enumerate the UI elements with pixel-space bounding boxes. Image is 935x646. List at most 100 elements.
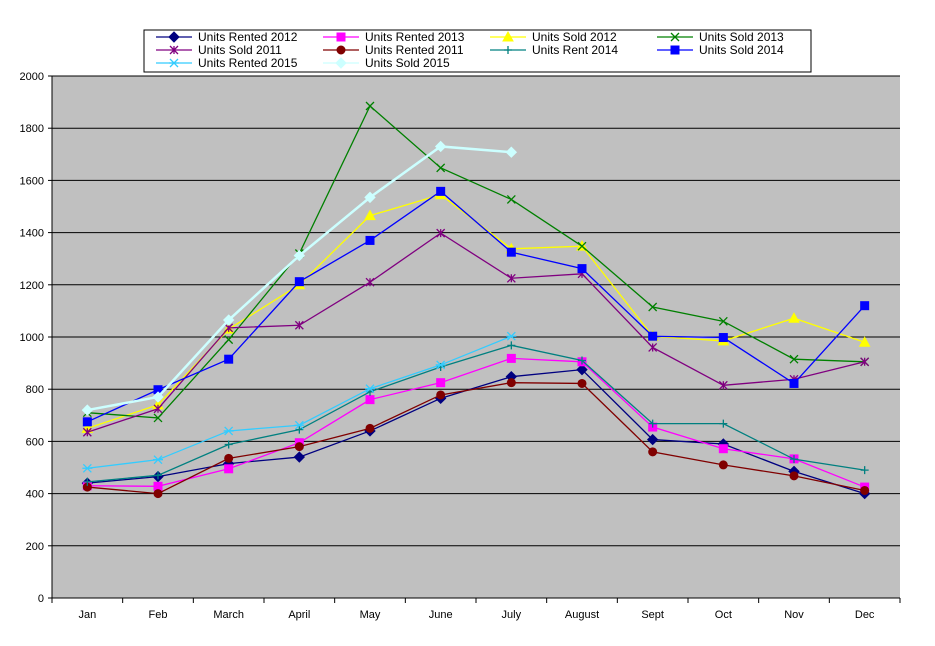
- data-point: [648, 447, 658, 457]
- y-tick-label: 1000: [20, 332, 44, 344]
- legend-box: [143, 29, 812, 73]
- data-point: [506, 247, 516, 257]
- x-tick-label: Feb: [149, 609, 168, 621]
- data-point: [506, 353, 516, 363]
- data-point: [364, 209, 376, 221]
- data-point: [578, 356, 586, 365]
- y-tick-label: 1400: [20, 228, 44, 240]
- data-point: [718, 444, 728, 454]
- data-point: [506, 273, 516, 283]
- data-point: [82, 463, 93, 473]
- data-point: [435, 360, 446, 370]
- legend-item: Units Sold 2014: [657, 43, 784, 57]
- data-point: [153, 481, 163, 491]
- data-point: [294, 442, 304, 452]
- y-tick-label: 2000: [20, 71, 44, 83]
- data-point: [152, 391, 164, 403]
- axes: 0 200 400 600 800 1000 1200 1400 1600 1800 2000 Jan…: [20, 71, 901, 621]
- y-tick-label: 1600: [20, 175, 44, 187]
- data-point: [860, 357, 870, 367]
- data-point: [436, 163, 446, 173]
- data-point: [294, 420, 305, 430]
- data-point: [82, 427, 92, 437]
- legend-label: Units Rented 2011: [365, 43, 464, 57]
- series-group: [81, 101, 871, 500]
- series-line: [87, 368, 865, 495]
- y-tick-label: 1800: [20, 123, 44, 135]
- x-tick-label: April: [288, 609, 310, 621]
- data-point: [293, 451, 306, 463]
- legend-marker: [502, 30, 514, 42]
- data-point: [365, 101, 375, 111]
- data-point: [860, 485, 870, 495]
- data-point: [789, 471, 799, 481]
- x-tick-label: June: [429, 609, 453, 621]
- data-point: [506, 331, 517, 341]
- data-point: [789, 378, 799, 388]
- data-point: [365, 277, 375, 287]
- legend-label: Units Rented 2013: [365, 30, 465, 44]
- legend-marker: [336, 45, 346, 55]
- x-tick-label: March: [213, 609, 244, 621]
- data-point: [648, 302, 658, 312]
- data-point: [505, 146, 518, 158]
- data-point: [81, 404, 94, 416]
- data-point: [577, 241, 587, 251]
- legend-item: Units Rented 2013: [323, 30, 465, 44]
- data-point: [224, 464, 234, 474]
- data-point: [507, 341, 516, 350]
- y-tick-label: 1200: [20, 280, 44, 292]
- data-point: [860, 466, 869, 475]
- data-point: [436, 378, 446, 388]
- data-point: [365, 423, 375, 433]
- data-point: [646, 433, 659, 446]
- data-point: [365, 235, 375, 245]
- y-tick-label: 400: [26, 489, 44, 501]
- data-point: [224, 335, 234, 345]
- data-point: [648, 331, 658, 341]
- legend-label: Units Sold 2011: [198, 43, 282, 57]
- legend-marker: [670, 45, 680, 55]
- data-point: [153, 489, 163, 499]
- data-point: [436, 228, 446, 238]
- data-point: [83, 477, 92, 486]
- legend-marker: [336, 32, 346, 42]
- data-point: [436, 186, 446, 196]
- series-line: [87, 104, 865, 419]
- data-point: [648, 342, 658, 352]
- data-point: [82, 417, 92, 427]
- data-point: [790, 455, 798, 464]
- series-line: [87, 232, 865, 433]
- x-tick-label: May: [360, 609, 381, 621]
- legend: Units Rented 2012 Units Rented 2013 Units …: [143, 29, 812, 73]
- legend-item: Units Sold 2015: [323, 56, 450, 70]
- legend-item: Units Sold 2012: [490, 30, 617, 44]
- data-point: [718, 380, 728, 390]
- data-point: [153, 455, 163, 465]
- x-tick-label: Oct: [715, 609, 732, 621]
- legend-label: Units Rented 2012: [198, 30, 298, 44]
- legend-marker: [335, 57, 347, 69]
- data-point: [648, 419, 657, 428]
- legend-marker: [169, 45, 179, 55]
- series-line: [87, 190, 866, 423]
- legend-label: Units Sold 2012: [532, 30, 617, 44]
- legend-item: Units Rented 2011: [323, 43, 464, 57]
- legend-item: Units Rented 2015: [156, 56, 298, 70]
- legend-marker: [169, 58, 179, 68]
- x-tick-label: Jan: [78, 609, 96, 621]
- x-tick-label: Nov: [784, 609, 804, 621]
- data-point: [365, 395, 375, 405]
- data-point: [295, 425, 304, 434]
- y-tick-label: 0: [38, 593, 44, 605]
- data-point: [718, 460, 728, 470]
- legend-item: Units Sold 2013: [657, 30, 784, 44]
- series-9: [81, 140, 518, 416]
- data-point: [858, 336, 871, 347]
- x-tick-label: July: [502, 609, 522, 621]
- data-point: [223, 426, 234, 436]
- legend-label: Units Sold 2015: [365, 56, 450, 70]
- series-line: [87, 382, 865, 495]
- data-point: [154, 471, 162, 480]
